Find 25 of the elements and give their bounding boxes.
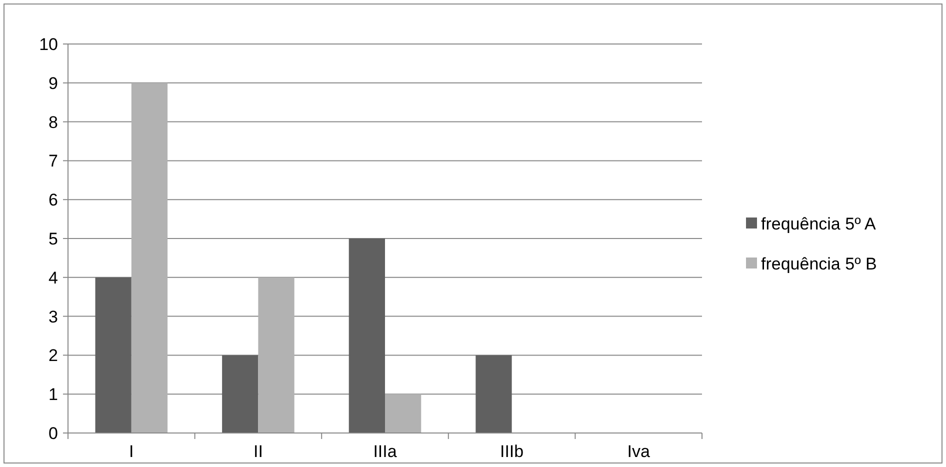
- y-tick-label: 10: [39, 34, 58, 54]
- y-tick-label: 0: [48, 424, 58, 443]
- bar: [258, 277, 294, 433]
- y-tick-label: 9: [48, 74, 58, 93]
- y-tick-label: 7: [48, 152, 58, 171]
- y-tick-label: 1: [48, 385, 58, 404]
- y-tick-label: 6: [48, 190, 58, 210]
- x-tick-label: I: [129, 442, 134, 461]
- bar: [385, 394, 422, 433]
- legend-label: frequência 5º A: [761, 214, 877, 234]
- x-tick-label: IIIb: [500, 442, 524, 461]
- bar: [222, 355, 258, 433]
- bar: [131, 82, 168, 433]
- y-tick-label: 8: [48, 112, 58, 132]
- x-tick-label: Iva: [627, 442, 650, 461]
- bar: [95, 277, 132, 433]
- y-tick-label: 2: [48, 346, 58, 366]
- bar: [348, 238, 385, 433]
- legend-label: frequência 5º B: [761, 254, 877, 274]
- bar: [476, 355, 512, 433]
- x-tick-label: IIIa: [373, 442, 398, 461]
- x-tick-label: II: [253, 442, 263, 461]
- y-tick-label: 3: [48, 307, 58, 326]
- y-tick-label: 4: [48, 268, 58, 288]
- y-tick-label: 5: [48, 229, 58, 248]
